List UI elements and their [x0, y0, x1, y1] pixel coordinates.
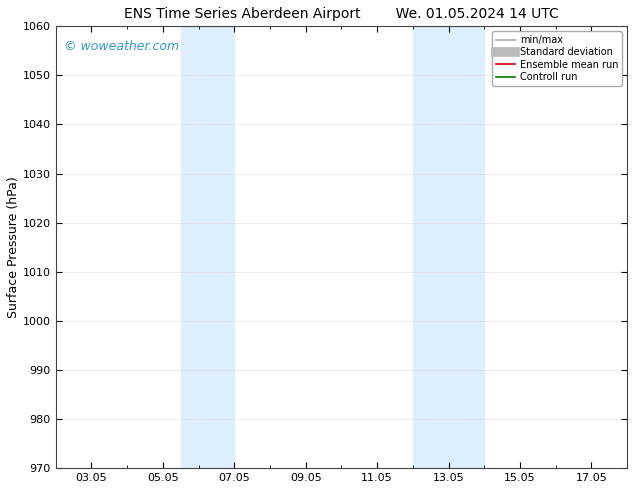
Bar — [181, 26, 234, 468]
Y-axis label: Surface Pressure (hPa): Surface Pressure (hPa) — [7, 176, 20, 318]
Title: ENS Time Series Aberdeen Airport        We. 01.05.2024 14 UTC: ENS Time Series Aberdeen Airport We. 01.… — [124, 7, 559, 21]
Text: © woweather.com: © woweather.com — [64, 40, 179, 52]
Bar — [413, 26, 484, 468]
Legend: min/max, Standard deviation, Ensemble mean run, Controll run: min/max, Standard deviation, Ensemble me… — [491, 31, 622, 86]
